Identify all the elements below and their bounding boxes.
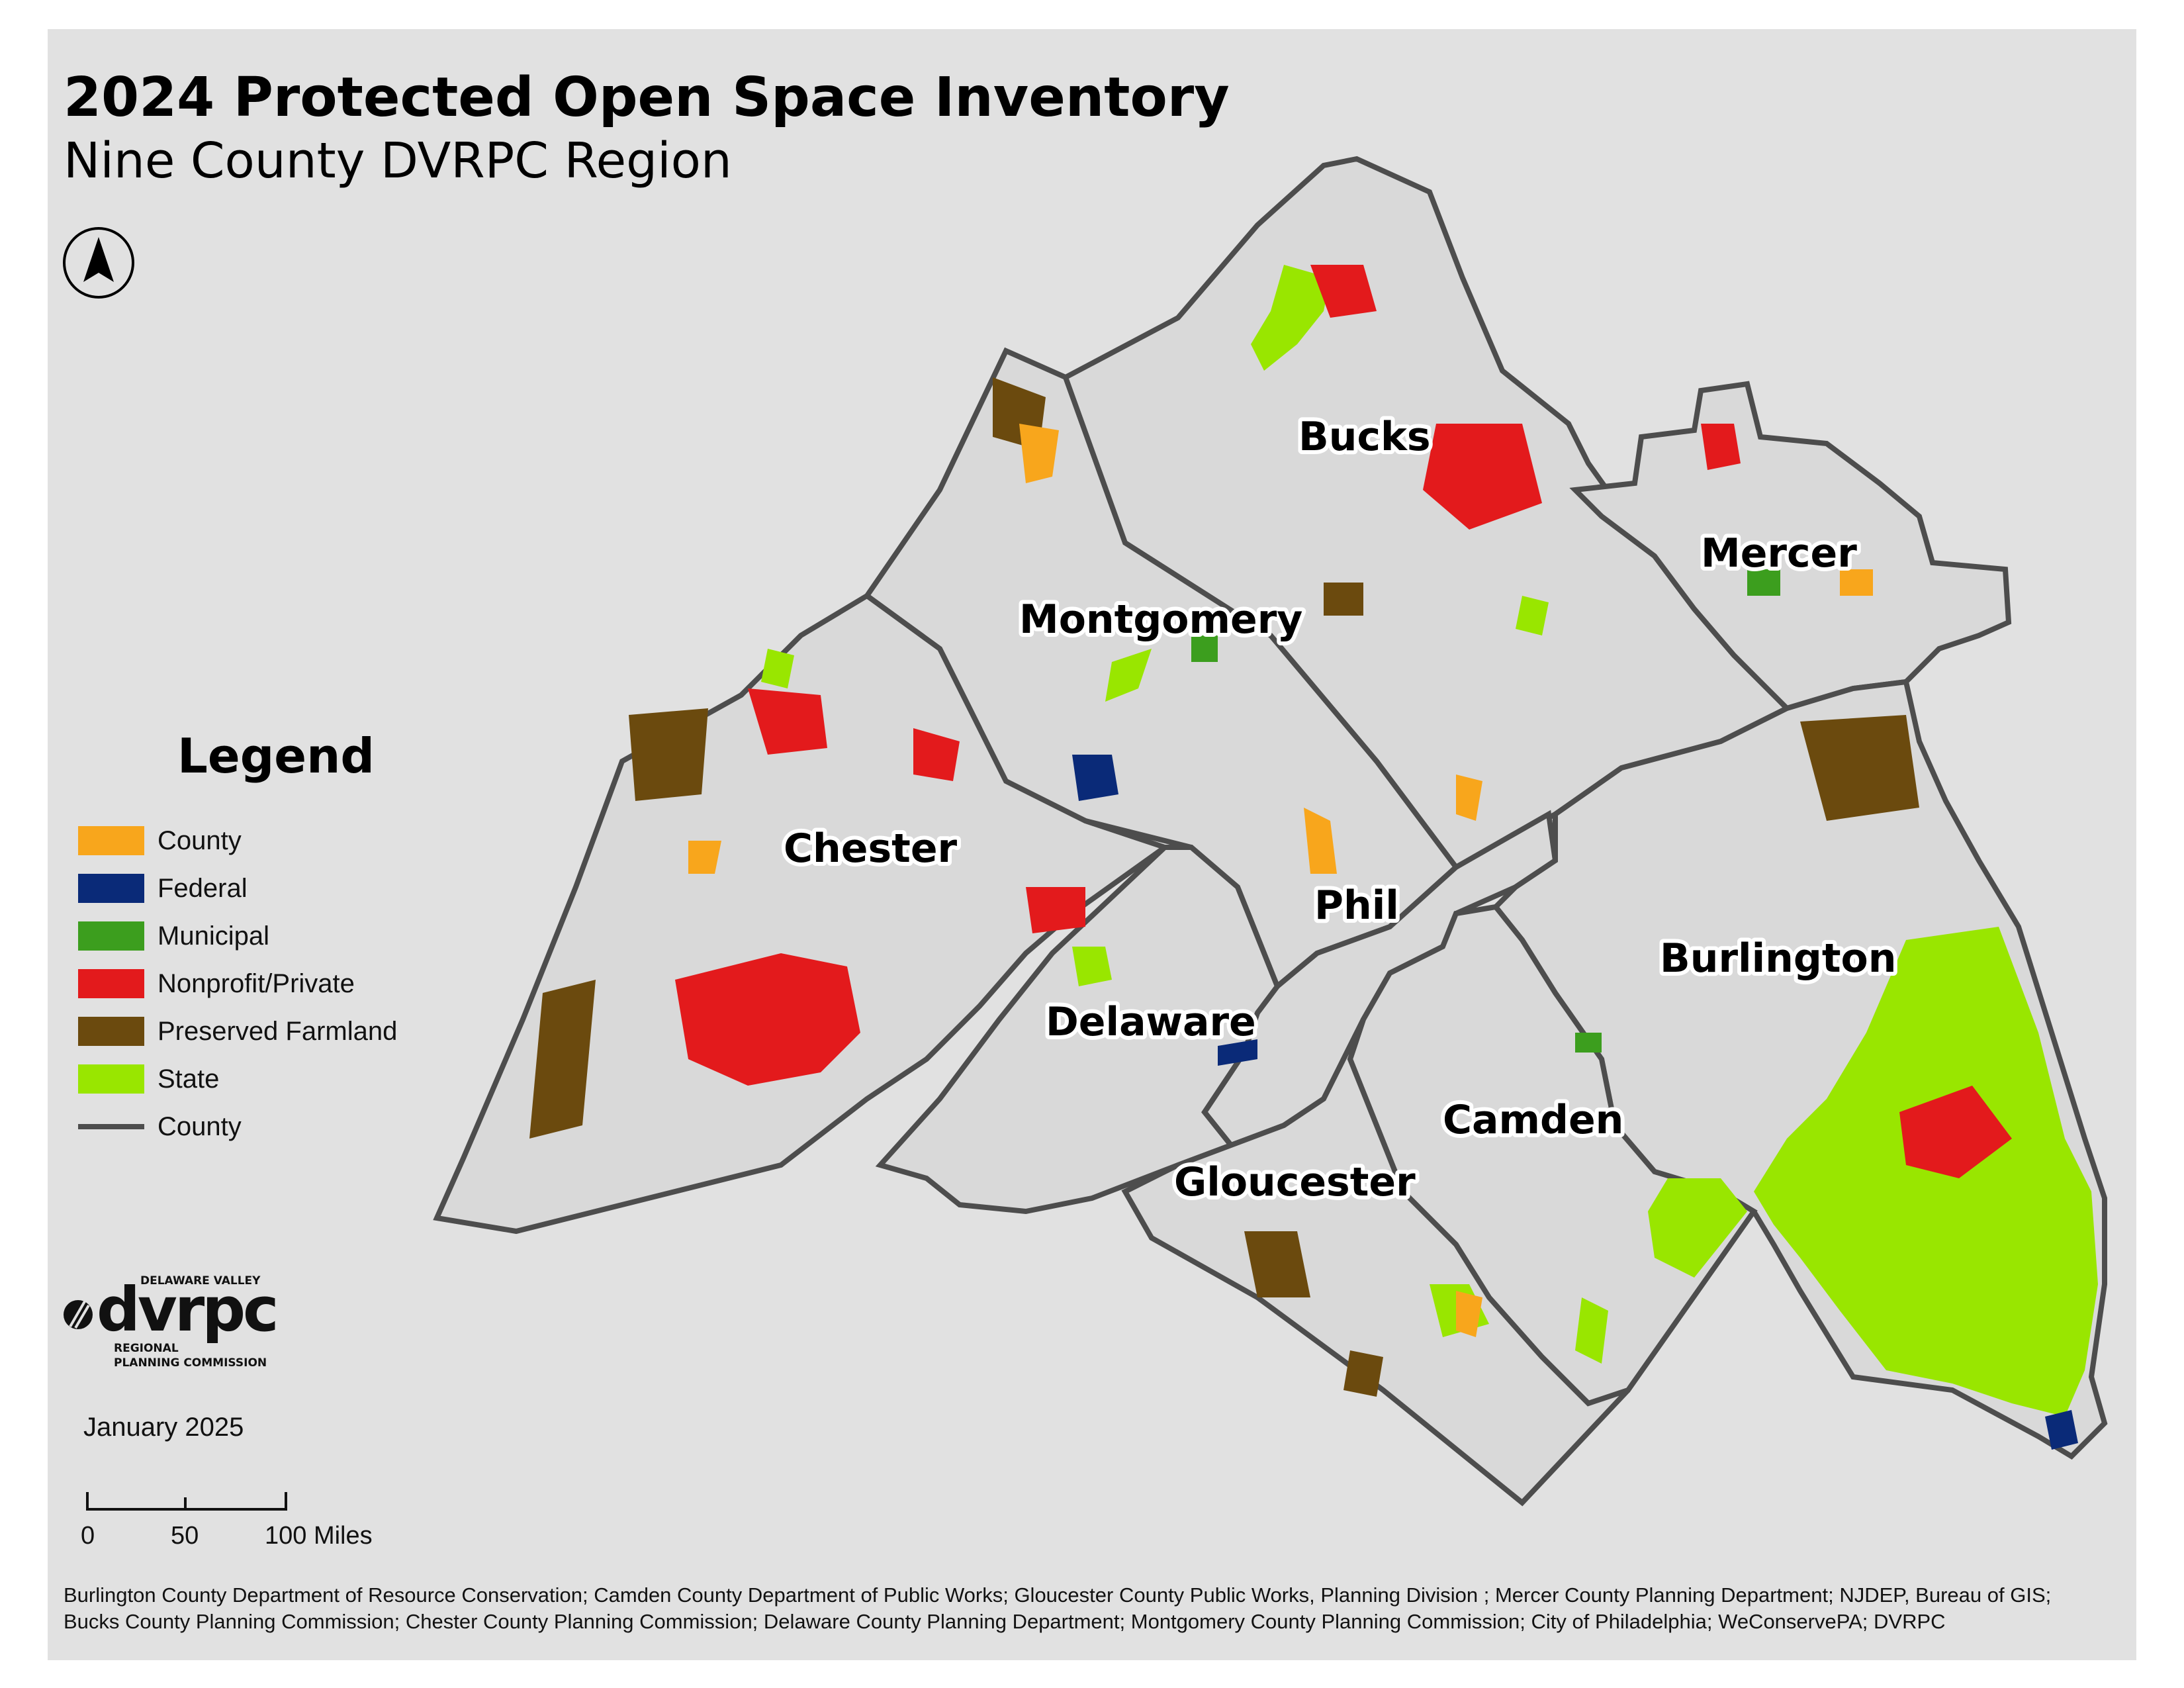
parcel-farmland [1324, 583, 1363, 616]
parcel-county [1304, 808, 1337, 874]
parcel-farmland [529, 980, 596, 1139]
parcel-nonprofit [1026, 887, 1085, 933]
north-arrow-icon [63, 227, 134, 299]
parcel-municipal [1191, 635, 1218, 662]
county-shape-gloucester [1121, 1018, 1630, 1507]
svg-text:dvrpc: dvrpc [97, 1274, 277, 1345]
legend-item-county: County [78, 817, 449, 865]
parcel-nonprofit [1701, 424, 1741, 470]
county-label-bucks: Bucks [1298, 414, 1431, 460]
county-label-chester: Chester [784, 825, 958, 872]
parcel-state [1754, 927, 2098, 1417]
legend-swatch-state [78, 1064, 144, 1094]
legend-swatch-nonprofit [78, 969, 144, 998]
parcel-nonprofit [913, 728, 960, 781]
legend-item-state: State [78, 1055, 449, 1103]
parcel-state [1105, 649, 1152, 702]
parcel-county [1456, 774, 1482, 821]
data-credits: Burlington County Department of Resource… [64, 1582, 2128, 1635]
parcel-state [1072, 947, 1112, 986]
legend-label: Municipal [158, 921, 269, 951]
parcel-municipal [1747, 569, 1780, 596]
county-shape-mercer [1569, 381, 2012, 712]
scale-tick-100: 100 Miles [265, 1522, 373, 1549]
parcel-nonprofit [675, 953, 860, 1086]
county-label-montgomery: Montgomery [1019, 596, 1302, 643]
legend-label: Federal [158, 873, 248, 903]
county-label-delaware: Delaware [1046, 999, 1256, 1045]
legend: Legend County Federal Municipal Nonprofi… [78, 728, 449, 1150]
legend-label: County [158, 1111, 242, 1141]
county-label-phil: Phil [1314, 882, 1399, 929]
parcel-county [1840, 569, 1873, 596]
legend-swatch-county [78, 826, 144, 855]
parcel-state [1575, 1297, 1608, 1364]
parcel-nonprofit [748, 688, 827, 755]
map-subtitle: Nine County DVRPC Region [64, 132, 732, 189]
dvrpc-logo: DELAWARE VALLEY dvrpc REGIONAL PLANNING … [64, 1274, 279, 1370]
parcel-municipal [1575, 1033, 1602, 1053]
parcel-farmland [1244, 1231, 1310, 1297]
scale-tick-0: 0 [81, 1522, 95, 1549]
county-label-camden: Camden [1443, 1097, 1623, 1143]
svg-text:REGIONAL: REGIONAL [114, 1342, 179, 1355]
county-label-mercer: Mercer [1701, 530, 1857, 577]
legend-label: State [158, 1064, 220, 1094]
map-title: 2024 Protected Open Space Inventory [64, 66, 1230, 129]
parcel-state [761, 649, 794, 688]
svg-text:DELAWARE VALLEY: DELAWARE VALLEY [140, 1274, 261, 1288]
county-label-gloucester: Gloucester [1174, 1159, 1416, 1205]
parcel-federal [2045, 1410, 2078, 1450]
svg-text:PLANNING COMMISSION: PLANNING COMMISSION [114, 1356, 267, 1370]
parcel-state [1648, 1178, 1747, 1278]
legend-label: Preserved Farmland [158, 1016, 398, 1046]
parcel-farmland [629, 708, 708, 801]
legend-line-county-boundary [78, 1124, 144, 1129]
scale-tick-50: 50 [171, 1522, 199, 1549]
county-shape-chester [433, 592, 1171, 1235]
parcel-county [1019, 424, 1059, 483]
legend-item-farmland: Preserved Farmland [78, 1008, 449, 1055]
parcel-state [1251, 265, 1330, 371]
county-label-burlington: Burlington [1660, 935, 1896, 982]
parcel-federal [1072, 755, 1118, 801]
legend-swatch-municipal [78, 921, 144, 951]
parcel-farmland [1800, 715, 1919, 821]
map-date: January 2025 [83, 1413, 244, 1442]
legend-swatch-farmland [78, 1017, 144, 1046]
legend-label: Nonprofit/Private [158, 968, 355, 998]
county-labels: Bucks Mercer Montgomery Chester Phil Bur… [780, 410, 1900, 1209]
legend-title: Legend [177, 728, 375, 784]
credits-line-1: Burlington County Department of Resource… [64, 1583, 2052, 1607]
legend-item-county-boundary: County [78, 1103, 449, 1150]
county-shape-delaware [875, 845, 1281, 1215]
credits-line-2: Bucks County Planning Commission; Cheste… [64, 1610, 1946, 1633]
legend-item-federal: Federal [78, 865, 449, 912]
legend-swatch-federal [78, 874, 144, 903]
parcel-nonprofit [1899, 1086, 2012, 1178]
parcel-county [1456, 1291, 1482, 1337]
protected-land-parcels [529, 265, 2098, 1450]
parcel-federal [1218, 1039, 1257, 1066]
legend-label: County [158, 825, 242, 855]
parcel-nonprofit [1310, 265, 1377, 318]
legend-item-municipal: Municipal [78, 912, 449, 960]
scale-bar: 0 50 100 Miles [81, 1492, 373, 1549]
parcel-state [1516, 596, 1549, 635]
legend-item-nonprofit: Nonprofit/Private [78, 960, 449, 1008]
parcel-nonprofit [1423, 424, 1542, 530]
parcel-farmland [1343, 1350, 1383, 1397]
parcel-county [688, 841, 721, 874]
